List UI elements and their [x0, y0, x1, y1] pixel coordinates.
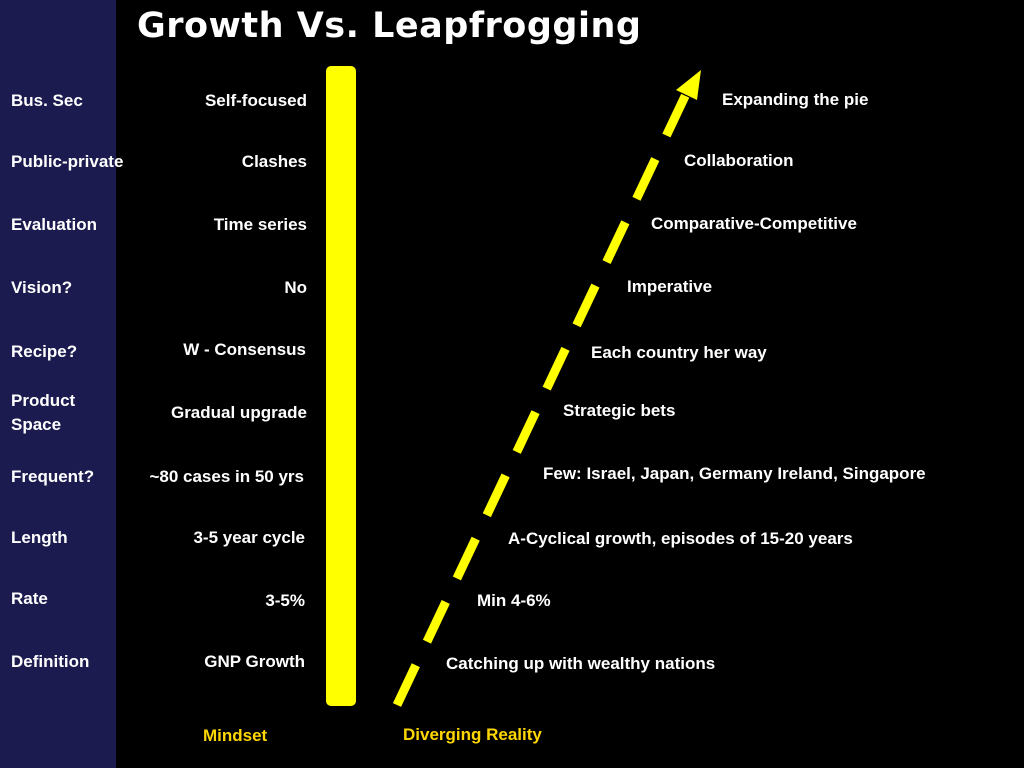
footer-mindset-label: Mindset [203, 726, 268, 745]
row-label-vision: Vision? [11, 278, 73, 297]
reality-product-space: Strategic bets [563, 401, 676, 420]
reality-recipe: Each country her way [591, 343, 767, 362]
row-label-public-private: Public-private [11, 152, 124, 171]
mindset-divider-bar [326, 66, 356, 706]
row-label-recipe: Recipe? [11, 342, 78, 361]
mindset-recipe: W - Consensus [183, 340, 306, 359]
row-label-frequent: Frequent? [11, 467, 95, 486]
row-label-rate: Rate [11, 589, 48, 608]
row-label-evaluation: Evaluation [11, 215, 97, 234]
mindset-vision: No [284, 278, 307, 297]
page-title: Growth Vs. Leapfrogging [137, 6, 642, 46]
reality-public-private: Collaboration [684, 151, 794, 170]
mindset-evaluation: Time series [213, 215, 307, 234]
footer-diverging-reality-label: Diverging Reality [403, 725, 542, 744]
reality-definition: Catching up with wealthy nations [446, 654, 716, 673]
row-label-length: Length [11, 528, 68, 547]
row-label-bus-sec: Bus. Sec [11, 91, 83, 110]
mindset-bus-sec: Self-focused [204, 91, 307, 110]
arrow-shaft [392, 90, 692, 707]
reality-vision: Imperative [627, 277, 713, 296]
sidebar-panel [0, 0, 116, 768]
arrow-head [676, 70, 701, 100]
mindset-public-private: Clashes [241, 152, 307, 171]
reality-length: A-Cyclical growth, episodes of 15-20 yea… [508, 529, 853, 548]
mindset-product-space: Gradual upgrade [170, 403, 307, 422]
mindset-length: 3-5 year cycle [193, 528, 305, 547]
row-label-definition: Definition [11, 652, 90, 671]
reality-rate: Min 4-6% [477, 591, 551, 610]
reality-bus-sec: Expanding the pie [722, 90, 869, 109]
row-label-product-space: Product Space [11, 391, 76, 434]
reality-frequent: Few: Israel, Japan, Germany Ireland, Sin… [543, 464, 926, 483]
mindset-frequent: ~80 cases in 50 yrs [149, 467, 304, 486]
reality-evaluation: Comparative-Competitive [651, 214, 857, 233]
mindset-rate: 3-5% [265, 591, 305, 610]
mindset-definition: GNP Growth [204, 652, 305, 671]
